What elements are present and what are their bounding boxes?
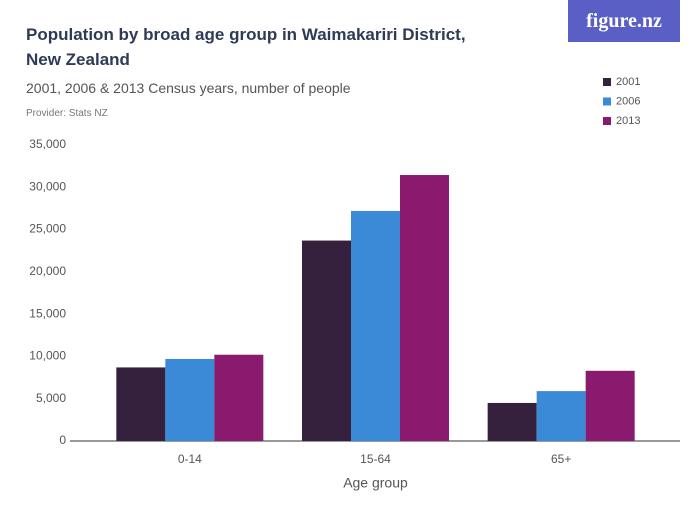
y-tick-label: 15,000: [29, 306, 66, 320]
x-tick-label: 15-64: [360, 452, 391, 466]
bar: [487, 402, 537, 441]
y-tick-label: 35,000: [29, 137, 66, 151]
bar: [165, 358, 215, 441]
legend-label: 2006: [616, 95, 640, 107]
y-tick-label: 10,000: [29, 349, 66, 363]
bar: [536, 391, 586, 441]
y-tick-label: 5,000: [36, 391, 66, 405]
legend-label: 2013: [616, 115, 640, 127]
legend-swatch: [603, 97, 611, 106]
x-tick-label: 0-14: [178, 452, 202, 466]
bar: [585, 370, 635, 441]
provider: Provider: Stats NZ: [26, 108, 108, 119]
brand-logo[interactable]: figure.nz: [568, 0, 680, 42]
bar: [214, 354, 264, 441]
legend-swatch: [603, 117, 611, 125]
y-tick-label: 25,000: [29, 222, 66, 236]
x-tick-label: 65+: [551, 452, 571, 466]
legend-swatch: [603, 78, 611, 86]
bar: [116, 367, 166, 441]
bar: [351, 210, 400, 441]
chart-title: Population by broad age group in Waimaka…: [26, 25, 466, 69]
y-tick-label: 0: [59, 433, 66, 447]
bar: [302, 240, 351, 441]
x-axis-label: Age group: [343, 475, 408, 491]
y-tick-label: 20,000: [29, 264, 66, 278]
chart-subtitle: 2001, 2006 & 2013 Census years, number o…: [26, 80, 351, 96]
y-tick-label: 30,000: [29, 179, 66, 193]
bar: [400, 175, 449, 441]
legend-label: 2001: [616, 76, 640, 88]
